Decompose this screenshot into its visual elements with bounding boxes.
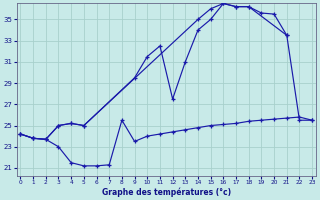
X-axis label: Graphe des températures (°c): Graphe des températures (°c) [102, 187, 231, 197]
